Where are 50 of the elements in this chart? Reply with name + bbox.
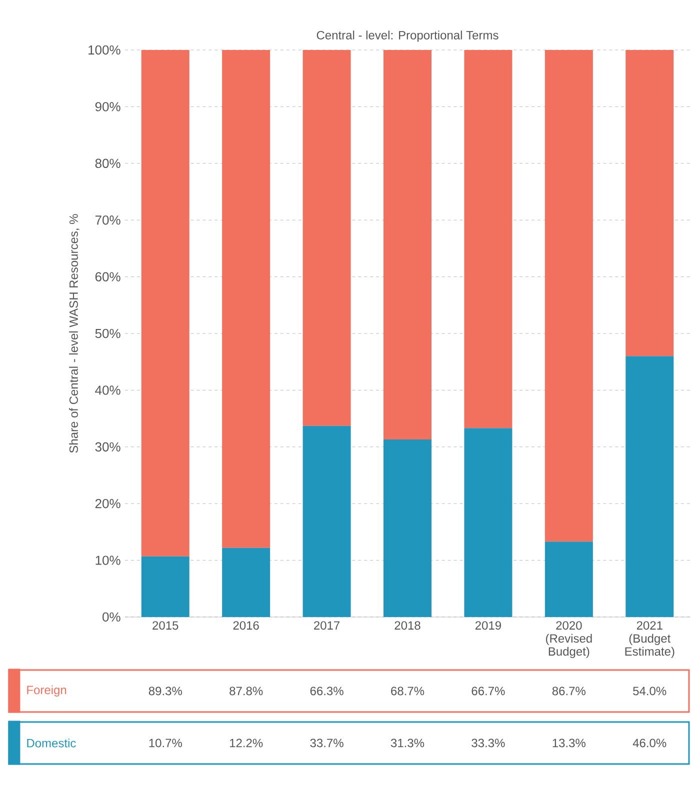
y-tick-label: 40%	[95, 386, 120, 395]
y-tick-label: 70%	[95, 215, 120, 225]
y-tick-label: 90%	[95, 102, 120, 112]
data-label: 89.3%	[148, 686, 182, 696]
data-label: 68.7%	[391, 686, 424, 696]
x-tick-label: 2017	[314, 621, 340, 630]
data-label: 46.0%	[632, 738, 666, 748]
data-label: 66.7%	[472, 686, 505, 696]
bar	[141, 50, 190, 556]
x-tick-label: 2020 (Revised Budget)	[546, 621, 592, 658]
y-tick-label: 60%	[95, 272, 120, 282]
x-tick-label: 2019	[475, 621, 501, 630]
y-axis-title: Share of Central - level WASH Resources, %	[69, 214, 80, 453]
y-tick-label: 0%	[102, 612, 120, 622]
bar	[384, 50, 432, 440]
text: Domestic	[27, 738, 76, 748]
y-tick-label: 20%	[95, 498, 120, 508]
bar	[302, 426, 351, 617]
x-tick-label: 2018	[394, 621, 420, 630]
y-tick-label: 30%	[95, 442, 120, 452]
bar	[384, 440, 432, 617]
data-label: 13.3%	[552, 738, 586, 748]
y-tick-label: 80%	[95, 158, 120, 168]
data-label: 33.7%	[310, 738, 344, 748]
data-label: 86.7%	[552, 686, 586, 696]
bar	[464, 428, 512, 617]
bar	[302, 50, 351, 426]
bar	[544, 542, 593, 617]
data-label: 54.0%	[633, 686, 666, 696]
data-label: 87.8%	[230, 686, 263, 696]
chart-title: Central - level: Proportional Terms	[316, 30, 498, 42]
x-tick-label: 2021 (Budget Estimate)	[625, 621, 674, 658]
data-label: 12.2%	[230, 738, 263, 748]
x-tick-label: 2016	[233, 621, 259, 630]
x-tick-label: 2015	[152, 621, 178, 630]
data-label: 33.3%	[472, 738, 505, 748]
y-tick-label: 10%	[96, 556, 120, 565]
bar	[222, 548, 270, 617]
y-tick-label: 100%	[88, 45, 120, 55]
data-label: 10.7%	[149, 738, 182, 748]
bar	[141, 556, 190, 617]
data-label: 66.3%	[310, 686, 344, 696]
data-label: 31.3%	[390, 738, 424, 748]
y-tick-label: 50%	[95, 328, 120, 338]
text: Foreign	[27, 685, 66, 697]
bar	[222, 50, 270, 548]
bar	[626, 50, 674, 356]
bar	[464, 50, 512, 428]
bar	[544, 50, 593, 542]
bar	[626, 356, 674, 617]
